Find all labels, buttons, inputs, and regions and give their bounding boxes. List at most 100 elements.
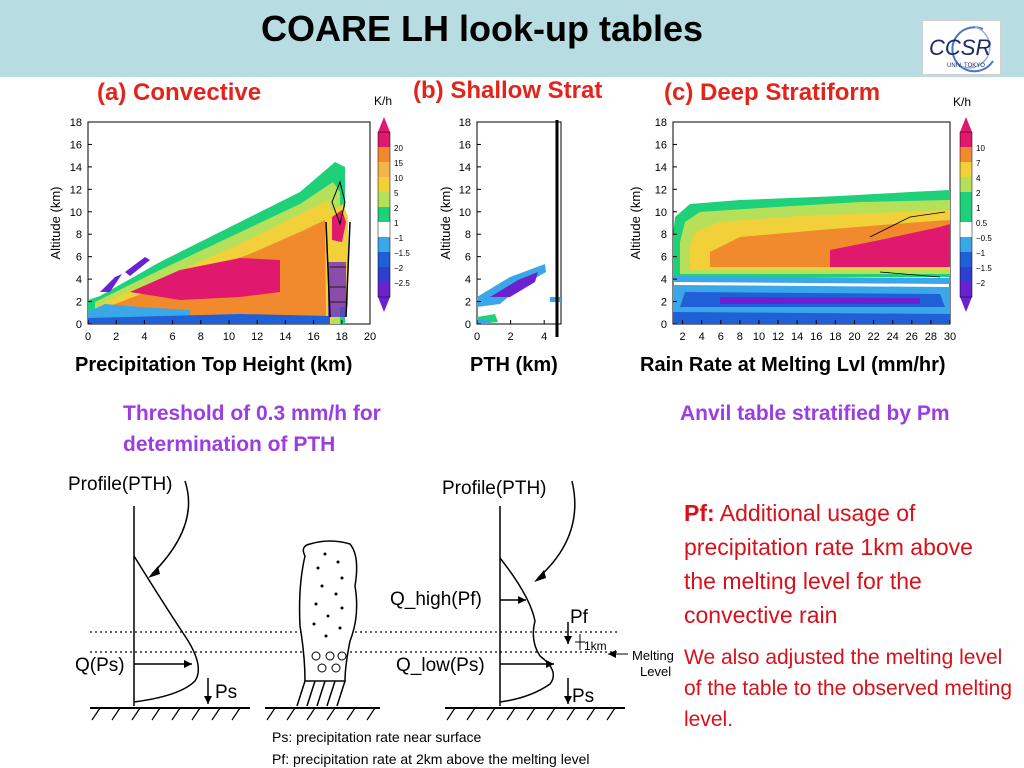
y-tick-label: 0 — [661, 319, 667, 331]
y-tick-label: 4 — [76, 274, 82, 286]
pf-note-text: Additional usage of precipitation rate 1… — [684, 500, 973, 628]
x-tick-label: 16 — [810, 331, 822, 343]
legend-pf: Pf: precipitation rate at 2km above the … — [272, 751, 590, 767]
colorbar-label: 15 — [394, 159, 403, 168]
profile-diagram: Profile(PTH) Profile(PTH) Q(Ps) Q_high(P… — [68, 474, 678, 767]
pf-label: Pf — [570, 607, 589, 628]
y-tick-label: 14 — [459, 162, 471, 174]
q-ps-label: Q(Ps) — [75, 655, 125, 676]
logo-subtext: UNIV. TOKYO — [947, 63, 985, 69]
y-tick-label: 10 — [459, 207, 471, 219]
x-tick-label: 0 — [474, 331, 480, 343]
colorbar-label: 2 — [394, 204, 399, 213]
panel-b-plot — [476, 120, 562, 337]
x-tick-label: 18 — [336, 331, 348, 343]
anvil-note: Anvil table stratified by Pm — [680, 402, 950, 425]
colorbar-label: −1.5 — [394, 249, 410, 258]
ps-right-label: Ps — [572, 686, 594, 707]
ccsr-logo-graphic: CCSR UNIV. TOKYO — [929, 26, 994, 73]
colorbar-label: 2 — [976, 189, 981, 198]
y-tick-label: 16 — [70, 139, 82, 151]
y-tick-label: 0 — [465, 319, 471, 331]
x-tick-label: 14 — [279, 331, 291, 343]
x-tick-label: 4 — [141, 331, 147, 343]
x-tick-label: 14 — [791, 331, 803, 343]
x-tick-label: 10 — [753, 331, 765, 343]
y-tick-label: 8 — [465, 229, 471, 241]
y-tick-label: 16 — [459, 139, 471, 151]
y-tick-label: 16 — [655, 139, 667, 151]
x-tick-label: 4 — [541, 331, 547, 343]
profile-right-label: Profile(PTH) — [442, 478, 547, 499]
y-tick-label: 4 — [661, 274, 667, 286]
colorbar-a-unit: K/h — [374, 94, 392, 108]
axis-ticks: 0 2 4 6 8 10 12 14 16 18 2002468101214161820151052… — [70, 117, 993, 343]
colorbar-label: 0.5 — [976, 219, 988, 228]
ccsr-logo: CCSR UNIV. TOKYO — [922, 20, 1001, 75]
colorbar-label: −2.5 — [394, 279, 410, 288]
colorbar-label: 20 — [394, 144, 403, 153]
panel-a-ylabel: Altitude (km) — [48, 187, 63, 260]
x-tick-label: 2 — [679, 331, 685, 343]
one-km-label: 1km — [584, 639, 607, 653]
panel-c-xcaption: Rain Rate at Melting Lvl (mm/hr) — [640, 354, 946, 376]
panel-c-plot — [672, 121, 951, 325]
melting-note: We also adjusted the melting level of th… — [684, 646, 1013, 731]
x-tick-label: 24 — [887, 331, 899, 343]
pf-note-label: Pf: — [684, 500, 715, 526]
colorbar-c — [959, 117, 973, 312]
x-tick-label: 12 — [251, 331, 263, 343]
y-tick-label: 4 — [465, 274, 471, 286]
x-tick-label: 22 — [867, 331, 879, 343]
colorbar-label: 4 — [976, 174, 981, 183]
colorbar-label: −1 — [394, 234, 404, 243]
colorbar-label: 1 — [394, 219, 399, 228]
x-tick-label: 30 — [944, 331, 956, 343]
x-tick-label: 0 — [85, 331, 91, 343]
colorbar-label: 10 — [976, 144, 985, 153]
colorbar-c-unit: K/h — [953, 95, 971, 109]
cloud-column — [265, 540, 380, 721]
x-tick-label: 20 — [364, 331, 376, 343]
y-tick-label: 10 — [655, 207, 667, 219]
x-tick-label: 2 — [113, 331, 119, 343]
slide-title: COARE LH look-up tables — [260, 8, 704, 49]
x-tick-label: 12 — [772, 331, 784, 343]
colorbar-label: −1 — [976, 249, 986, 258]
colorbar-label: 1 — [976, 204, 981, 213]
y-tick-label: 2 — [76, 297, 82, 309]
y-tick-label: 12 — [459, 184, 471, 196]
threshold-note: Threshold of 0.3 mm/h for determination … — [123, 402, 381, 456]
y-tick-label: 0 — [76, 319, 82, 331]
panel-c-ylabel: Altitude (km) — [628, 187, 643, 260]
x-tick-label: 8 — [737, 331, 743, 343]
panel-c-title: (c) Deep Stratiform — [664, 79, 881, 106]
left-profile — [90, 480, 250, 721]
panel-b-title: (b) Shallow Strat — [413, 77, 603, 104]
y-tick-label: 12 — [655, 184, 667, 196]
y-tick-label: 6 — [661, 252, 667, 264]
y-tick-label: 14 — [70, 162, 82, 174]
melting-level-label: Melting Level — [632, 648, 678, 679]
y-tick-label: 2 — [465, 297, 471, 309]
colorbar-label: −0.5 — [976, 234, 992, 243]
y-tick-label: 18 — [459, 117, 471, 129]
colorbar-label: −1.5 — [976, 264, 992, 273]
panel-a-xcaption: Precipitation Top Height (km) — [75, 354, 353, 376]
y-tick-label: 18 — [655, 117, 667, 129]
ps-left-label: Ps — [215, 682, 237, 703]
y-tick-label: 2 — [661, 297, 667, 309]
x-tick-label: 6 — [170, 331, 176, 343]
slide-header — [0, 0, 1024, 77]
panel-b-xcaption: PTH (km) — [470, 354, 558, 376]
colorbar-label: −2 — [394, 264, 404, 273]
x-tick-label: 26 — [906, 331, 918, 343]
colorbar-a — [377, 117, 391, 312]
q-low-label: Q_low(Ps) — [396, 655, 485, 676]
logo-text: CCSR — [929, 35, 991, 60]
y-tick-label: 12 — [70, 184, 82, 196]
legend-ps: Ps: precipitation rate near surface — [272, 729, 482, 745]
colorbar-label: −2 — [976, 279, 986, 288]
y-tick-label: 6 — [465, 252, 471, 264]
y-tick-label: 6 — [76, 252, 82, 264]
